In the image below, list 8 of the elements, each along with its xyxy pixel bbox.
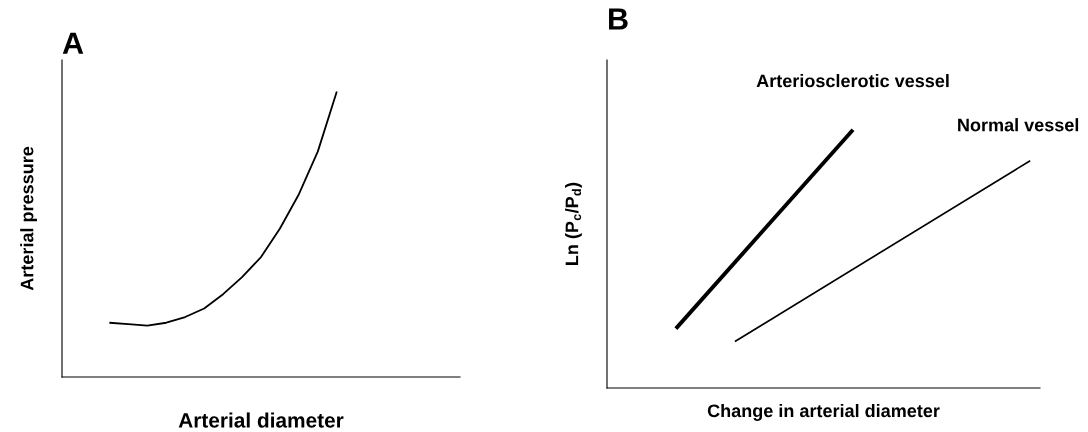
- y-axis-title: Ln (P$_{c}$/P$_{d}$): [565, 182, 582, 265]
- chart-title: B: [609, 8, 628, 30]
- y-axis-title: Arterial pressure: [20, 146, 37, 291]
- chart-title: A: [62, 32, 84, 54]
- x-axis-title: Arterial diameter: [178, 412, 344, 428]
- text: Normal vessel: [958, 118, 1079, 132]
- x-axis-title: Change in arterial diameter: [707, 403, 940, 421]
- text: Arteriosclerotic vessel: [756, 74, 949, 88]
